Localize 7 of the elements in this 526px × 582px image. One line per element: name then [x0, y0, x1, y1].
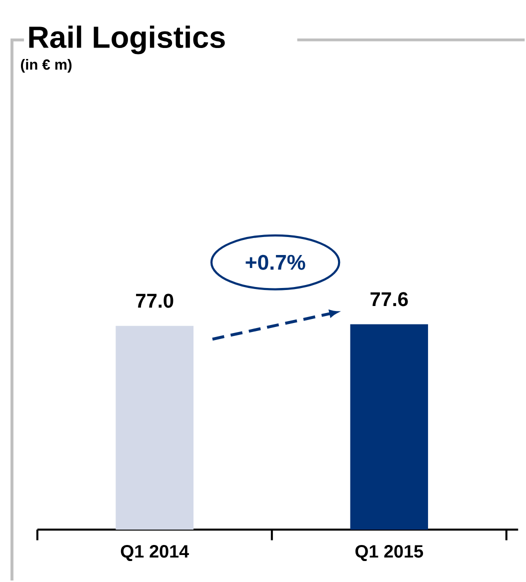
chart-title: Rail Logistics — [29, 26, 225, 54]
data-label: 77.0 — [136, 294, 174, 308]
chart-subtitle: (in € m) — [20, 59, 72, 73]
text: +0.7% — [246, 254, 306, 270]
data-label: 77.6 — [370, 292, 408, 306]
x-tick-label: Q1 2015 — [355, 545, 423, 562]
x-tick-label: Q1 2014 — [120, 545, 189, 562]
